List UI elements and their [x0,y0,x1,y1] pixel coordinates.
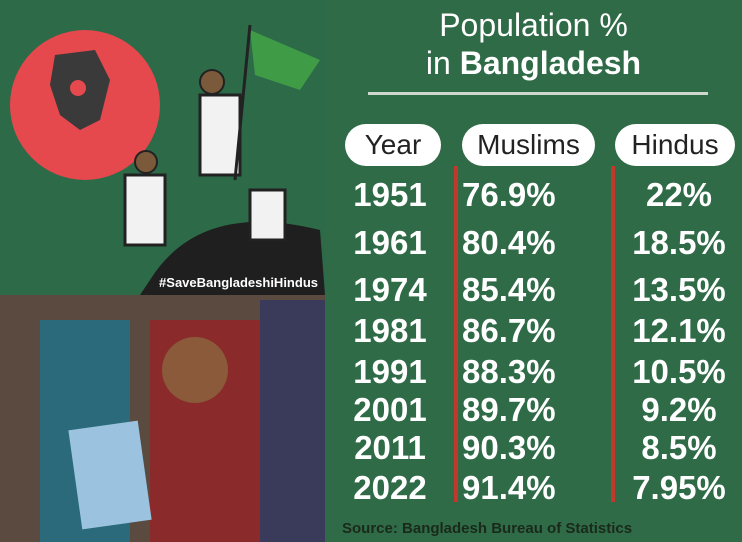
table-cell: 18.5% [632,224,726,261]
table-cell: 1974 [353,271,427,308]
header-year: Year [345,124,441,166]
table-cell: 2022 [353,469,427,506]
header-hindus: Hindus [615,124,735,166]
table-cell: 91.4% [462,469,556,506]
table-cell: 1981 [353,312,427,349]
table-cell: 13.5% [632,271,726,308]
table-cell: 1961 [353,224,427,261]
header-muslims: Muslims [462,124,595,166]
table-cell: 12.1% [632,312,726,349]
source: Source: Bangladesh Bureau of Statistics [342,520,633,537]
table-cell: 1951 [353,176,427,213]
title-prefix: in [425,45,451,81]
table-cell: 7.95% [632,469,726,506]
table-cell: 88.3% [462,353,556,390]
table-cell: 22% [645,176,713,213]
table-cell: 89.7% [462,391,556,428]
table-cell: 1991 [353,353,427,390]
table-cell: 90.3% [462,429,556,466]
table-cell: 85.4% [462,271,556,308]
table-cell: 9.2% [641,391,717,428]
table-cell: 2011 [354,429,426,466]
column-rule [454,166,458,502]
table-cell: 80.4% [462,224,556,261]
title: Population % in Bangladesh [325,0,742,82]
table-cell: 76.9% [462,176,556,213]
table-cell: 8.5% [641,429,717,466]
table-cell: 10.5% [632,353,726,390]
title-line2: in Bangladesh [325,44,742,82]
title-line1: Population % [439,7,628,43]
title-underline [368,92,708,95]
illustrations: #SaveBangladeshiHindus [0,0,325,542]
table-cell: 86.7% [462,312,556,349]
table-cell: 2001 [353,391,427,428]
hashtag: #SaveBangladeshiHindus [159,275,318,290]
title-bold: Bangladesh [459,45,642,81]
column-rule [611,166,615,502]
